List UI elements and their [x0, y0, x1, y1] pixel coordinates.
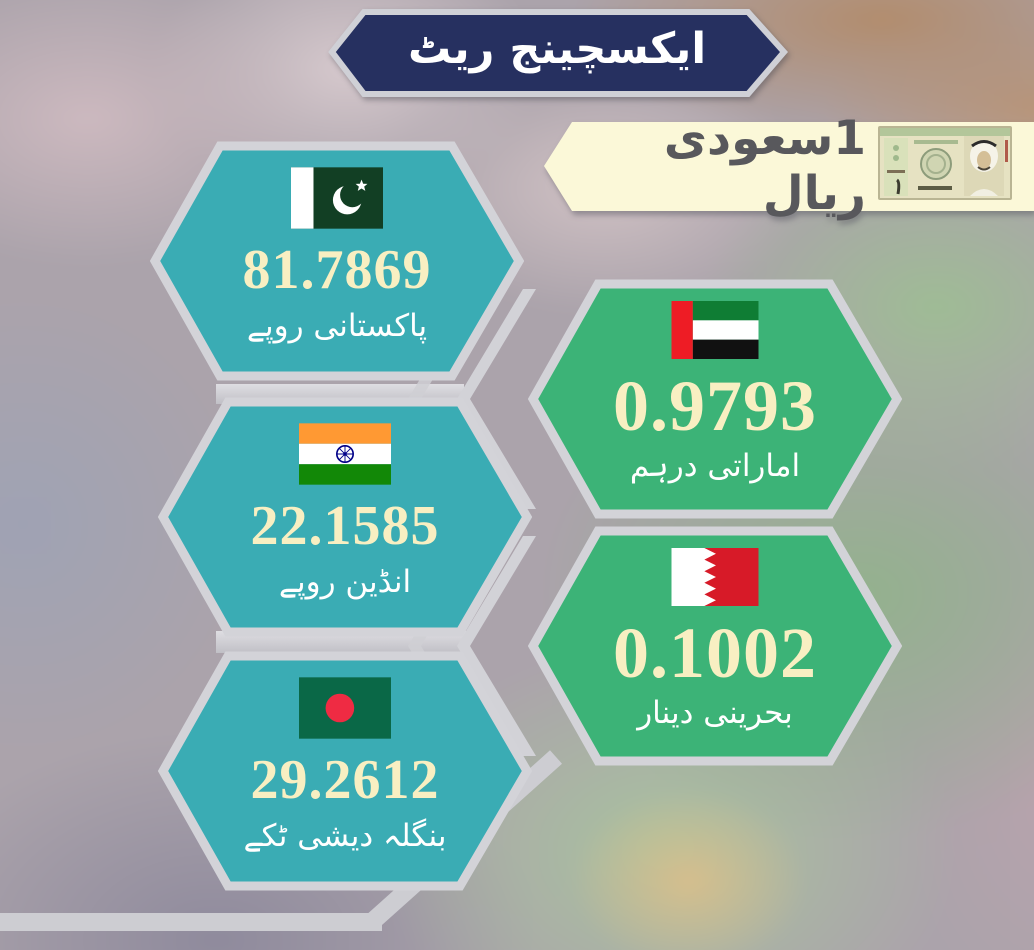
rate-card-bahrain: 0.1002 بحرینی دینار [528, 526, 902, 766]
title-banner-shape [328, 9, 788, 97]
uae-flag-icon [670, 301, 760, 359]
saudi-riyal-banknote-icon [878, 126, 1012, 200]
rate-value: 0.9793 [613, 366, 817, 446]
rate-card-india: 22.1585 انڈین روپے [158, 397, 532, 637]
rate-value: 81.7869 [242, 239, 432, 301]
rate-value: 0.1002 [613, 613, 817, 693]
hexagon-shape [528, 526, 902, 766]
currency-label: اماراتی درہم [629, 448, 801, 485]
hexagon-shape [150, 141, 524, 381]
bangladesh-flag-icon [299, 677, 391, 739]
currency-label: بحرینی دینار [637, 695, 793, 732]
india-flag-icon [299, 423, 391, 485]
rate-card-pakistan: 81.7869 پاکستانی روپے [150, 141, 524, 381]
bahrain-flag-icon [670, 548, 760, 606]
hexagon-shape [158, 397, 532, 637]
page-title: ایکسچینج ریٹ [407, 24, 707, 74]
hexagon-shape [158, 651, 532, 891]
pakistan-flag-icon [291, 167, 383, 229]
hexagon-shape [528, 279, 902, 519]
base-currency-label: 1سعودی ریال [663, 111, 866, 221]
currency-label: انڈین روپے [278, 563, 412, 600]
rate-value: 22.1585 [250, 495, 440, 557]
currency-label: بنگلہ دیشی ٹکے [243, 817, 447, 854]
rate-card-uae: 0.9793 اماراتی درہم [528, 279, 902, 519]
rate-card-bangladesh: 29.2612 بنگلہ دیشی ٹکے [158, 651, 532, 891]
rate-value: 29.2612 [250, 749, 440, 811]
currency-label: پاکستانی روپے [246, 307, 428, 344]
title-banner: ایکسچینج ریٹ [328, 6, 790, 100]
base-currency-banner: 1سعودی ریال [540, 111, 1034, 221]
